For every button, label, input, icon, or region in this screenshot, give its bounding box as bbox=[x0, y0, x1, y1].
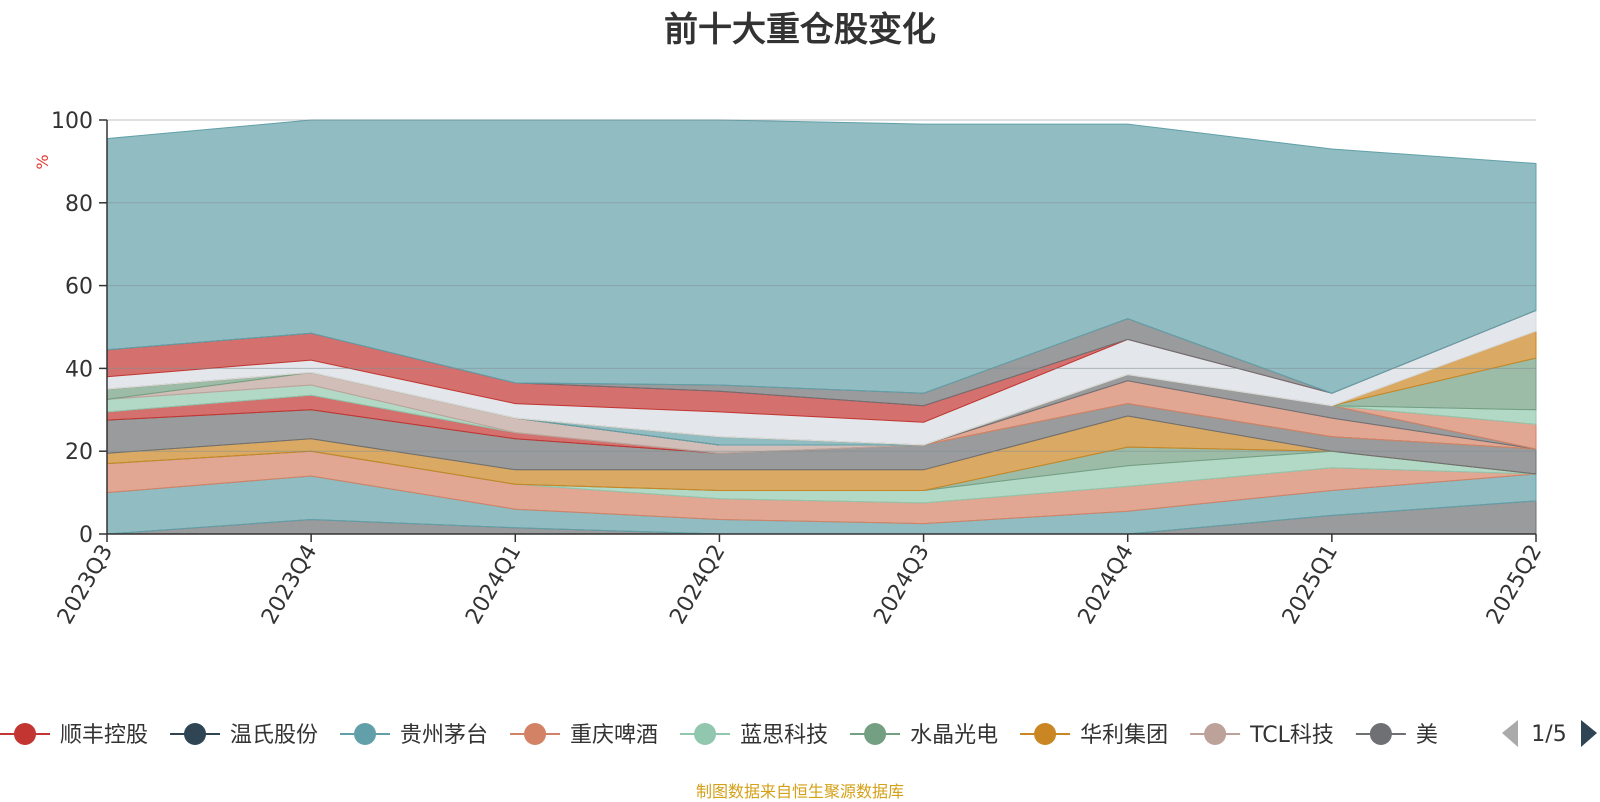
triangle-left-icon[interactable] bbox=[1502, 720, 1518, 747]
data-source-note: 制图数据来自恒生聚源数据库 bbox=[695, 782, 904, 801]
x-tick-label: 2024Q2 bbox=[665, 541, 730, 629]
y-tick-label: 80 bbox=[65, 192, 93, 217]
legend-item[interactable]: 重庆啤酒 bbox=[510, 723, 658, 748]
legend-marker bbox=[1204, 723, 1227, 745]
legend-item[interactable]: 美 bbox=[1355, 723, 1438, 748]
legend-label: 水晶光电 bbox=[910, 723, 998, 748]
chart-title: 前十大重仓股变化 bbox=[664, 10, 936, 50]
legend-label: 贵州茅台 bbox=[400, 723, 488, 748]
legend-label: 美 bbox=[1416, 723, 1438, 748]
legend-marker bbox=[184, 723, 207, 745]
y-axis-label: % bbox=[33, 154, 52, 169]
legend-marker bbox=[694, 723, 717, 745]
legend-marker bbox=[354, 723, 377, 745]
legend-item[interactable]: 水晶光电 bbox=[850, 723, 998, 748]
x-tick-label: 2025Q2 bbox=[1482, 541, 1547, 629]
grid-lines bbox=[107, 119, 1536, 452]
y-tick-label: 20 bbox=[65, 440, 93, 465]
x-tick-label: 2023Q4 bbox=[257, 541, 322, 629]
y-tick-label: 100 bbox=[51, 109, 93, 134]
y-tick-label: 60 bbox=[65, 275, 93, 300]
triangle-right-icon[interactable] bbox=[1581, 720, 1597, 747]
legend-marker bbox=[1034, 723, 1057, 745]
legend-label: 温氏股份 bbox=[230, 723, 318, 748]
legend-pager: 1/5 bbox=[1502, 720, 1597, 747]
legend-label: 顺丰控股 bbox=[60, 723, 148, 748]
x-tick-label: 2025Q1 bbox=[1278, 541, 1343, 629]
legend-item[interactable]: 贵州茅台 bbox=[340, 723, 488, 748]
y-tick-label: 40 bbox=[65, 357, 93, 382]
legend-item[interactable]: TCL科技 bbox=[1190, 723, 1334, 748]
x-tick-label: 2024Q4 bbox=[1074, 541, 1139, 629]
legend-label: 重庆啤酒 bbox=[570, 723, 658, 748]
legend-marker bbox=[864, 723, 887, 745]
legend-item[interactable]: 温氏股份 bbox=[170, 723, 318, 748]
legend-item[interactable]: 蓝思科技 bbox=[680, 723, 828, 748]
x-tick-label: 2023Q3 bbox=[53, 541, 118, 629]
y-tick-label: 0 bbox=[79, 523, 93, 548]
area-series-layer bbox=[106, 119, 1537, 535]
x-tick-label: 2024Q1 bbox=[461, 541, 526, 629]
x-tick-label: 2024Q3 bbox=[869, 541, 934, 629]
legend-marker bbox=[14, 723, 36, 745]
legend[interactable]: 顺丰控股 温氏股份 贵州茅台 重庆啤酒 蓝思科技 水晶光电 华利集团 TCL科技 美 bbox=[0, 723, 1438, 748]
legend-label: TCL科技 bbox=[1249, 723, 1334, 748]
legend-label: 华利集团 bbox=[1080, 723, 1168, 748]
legend-item[interactable]: 顺丰控股 bbox=[0, 723, 148, 748]
legend-item[interactable]: 华利集团 bbox=[1020, 723, 1168, 748]
legend-marker bbox=[524, 723, 547, 745]
legend-label: 蓝思科技 bbox=[740, 723, 828, 748]
legend-page-indicator: 1/5 bbox=[1531, 722, 1566, 747]
legend-marker bbox=[1369, 723, 1392, 745]
